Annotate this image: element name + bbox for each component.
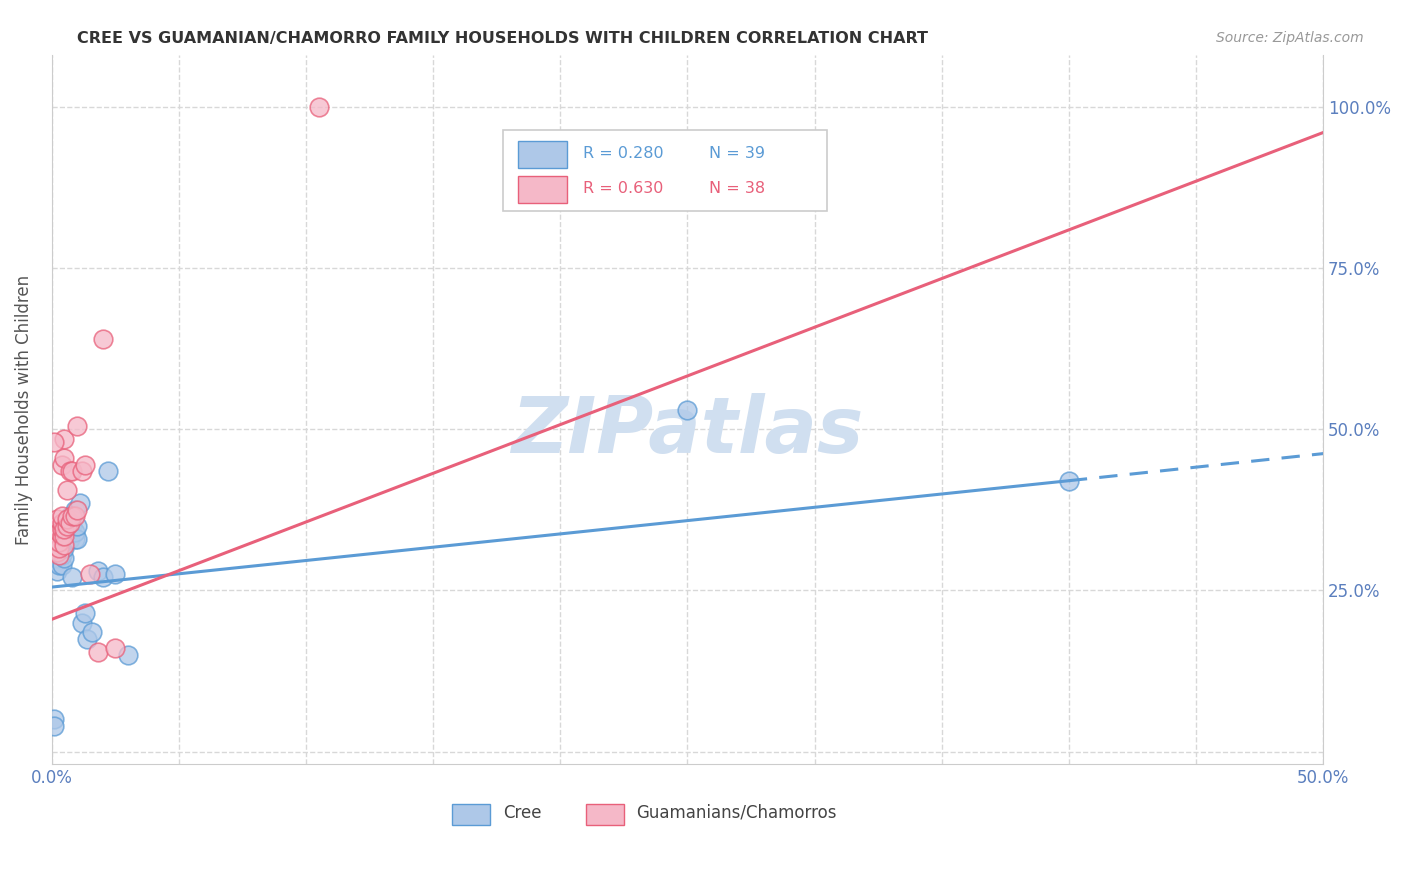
Point bbox=[58, 464, 80, 478]
Point bbox=[56, 528, 79, 542]
Point bbox=[58, 509, 80, 524]
Point bbox=[86, 644, 108, 658]
Point bbox=[66, 532, 89, 546]
Text: ZIPatlas: ZIPatlas bbox=[512, 393, 863, 469]
Point bbox=[45, 519, 67, 533]
Point bbox=[60, 509, 83, 524]
Bar bbox=[519, 141, 567, 168]
Point bbox=[53, 551, 76, 566]
Point bbox=[63, 502, 86, 516]
Point bbox=[53, 451, 76, 466]
Point bbox=[45, 544, 67, 558]
Point bbox=[48, 538, 70, 552]
Point bbox=[51, 532, 73, 546]
Point bbox=[48, 535, 70, 549]
Text: R = 0.630: R = 0.630 bbox=[583, 181, 664, 196]
Point bbox=[58, 522, 80, 536]
Point bbox=[53, 535, 76, 549]
Point bbox=[56, 512, 79, 526]
Point bbox=[66, 502, 89, 516]
Point bbox=[104, 567, 127, 582]
Point bbox=[97, 464, 120, 478]
Point bbox=[76, 632, 98, 646]
Point bbox=[51, 509, 73, 524]
Point bbox=[45, 512, 67, 526]
Text: Cree: Cree bbox=[503, 804, 541, 822]
Point bbox=[45, 535, 67, 549]
Point bbox=[48, 548, 70, 562]
Point bbox=[63, 525, 86, 540]
Point bbox=[53, 432, 76, 446]
Bar bbox=[453, 804, 491, 825]
Point bbox=[79, 567, 101, 582]
Point bbox=[44, 719, 66, 733]
Point bbox=[82, 625, 104, 640]
Point bbox=[66, 418, 89, 433]
Point bbox=[676, 402, 699, 417]
Point bbox=[51, 541, 73, 556]
Point bbox=[44, 532, 66, 546]
Text: N = 39: N = 39 bbox=[709, 145, 765, 161]
Point bbox=[63, 509, 86, 524]
Point bbox=[48, 525, 70, 540]
Point bbox=[56, 516, 79, 530]
Text: Source: ZipAtlas.com: Source: ZipAtlas.com bbox=[1216, 31, 1364, 45]
Point bbox=[44, 435, 66, 450]
Point bbox=[53, 522, 76, 536]
Point bbox=[51, 558, 73, 572]
Point bbox=[86, 564, 108, 578]
Point bbox=[48, 558, 70, 572]
Point bbox=[104, 641, 127, 656]
Bar bbox=[586, 804, 624, 825]
Point bbox=[51, 458, 73, 472]
Bar bbox=[519, 177, 567, 203]
FancyBboxPatch shape bbox=[503, 129, 827, 211]
Point bbox=[51, 522, 73, 536]
Point bbox=[44, 541, 66, 556]
Point bbox=[72, 464, 94, 478]
Point bbox=[44, 712, 66, 726]
Point bbox=[58, 532, 80, 546]
Point bbox=[53, 538, 76, 552]
Point bbox=[58, 516, 80, 530]
Point bbox=[51, 528, 73, 542]
Point bbox=[91, 570, 114, 584]
Point bbox=[56, 519, 79, 533]
Point bbox=[48, 541, 70, 556]
Point bbox=[45, 551, 67, 566]
Point bbox=[73, 606, 96, 620]
Point bbox=[48, 544, 70, 558]
Point bbox=[53, 541, 76, 556]
Point bbox=[69, 496, 91, 510]
Text: N = 38: N = 38 bbox=[709, 181, 765, 196]
Point bbox=[91, 332, 114, 346]
Point bbox=[51, 548, 73, 562]
Point bbox=[72, 615, 94, 630]
Point bbox=[1057, 474, 1080, 488]
Point bbox=[66, 519, 89, 533]
Point bbox=[63, 532, 86, 546]
Point bbox=[48, 525, 70, 540]
Point bbox=[45, 564, 67, 578]
Point bbox=[60, 464, 83, 478]
Point bbox=[60, 570, 83, 584]
Point bbox=[56, 483, 79, 498]
Y-axis label: Family Households with Children: Family Households with Children bbox=[15, 275, 32, 545]
Point bbox=[53, 528, 76, 542]
Text: CREE VS GUAMANIAN/CHAMORRO FAMILY HOUSEHOLDS WITH CHILDREN CORRELATION CHART: CREE VS GUAMANIAN/CHAMORRO FAMILY HOUSEH… bbox=[77, 31, 928, 46]
Point bbox=[73, 458, 96, 472]
Point bbox=[51, 516, 73, 530]
Text: R = 0.280: R = 0.280 bbox=[583, 145, 664, 161]
Point bbox=[308, 100, 330, 114]
Point bbox=[117, 648, 139, 662]
Point bbox=[60, 519, 83, 533]
Text: Guamanians/Chamorros: Guamanians/Chamorros bbox=[637, 804, 837, 822]
